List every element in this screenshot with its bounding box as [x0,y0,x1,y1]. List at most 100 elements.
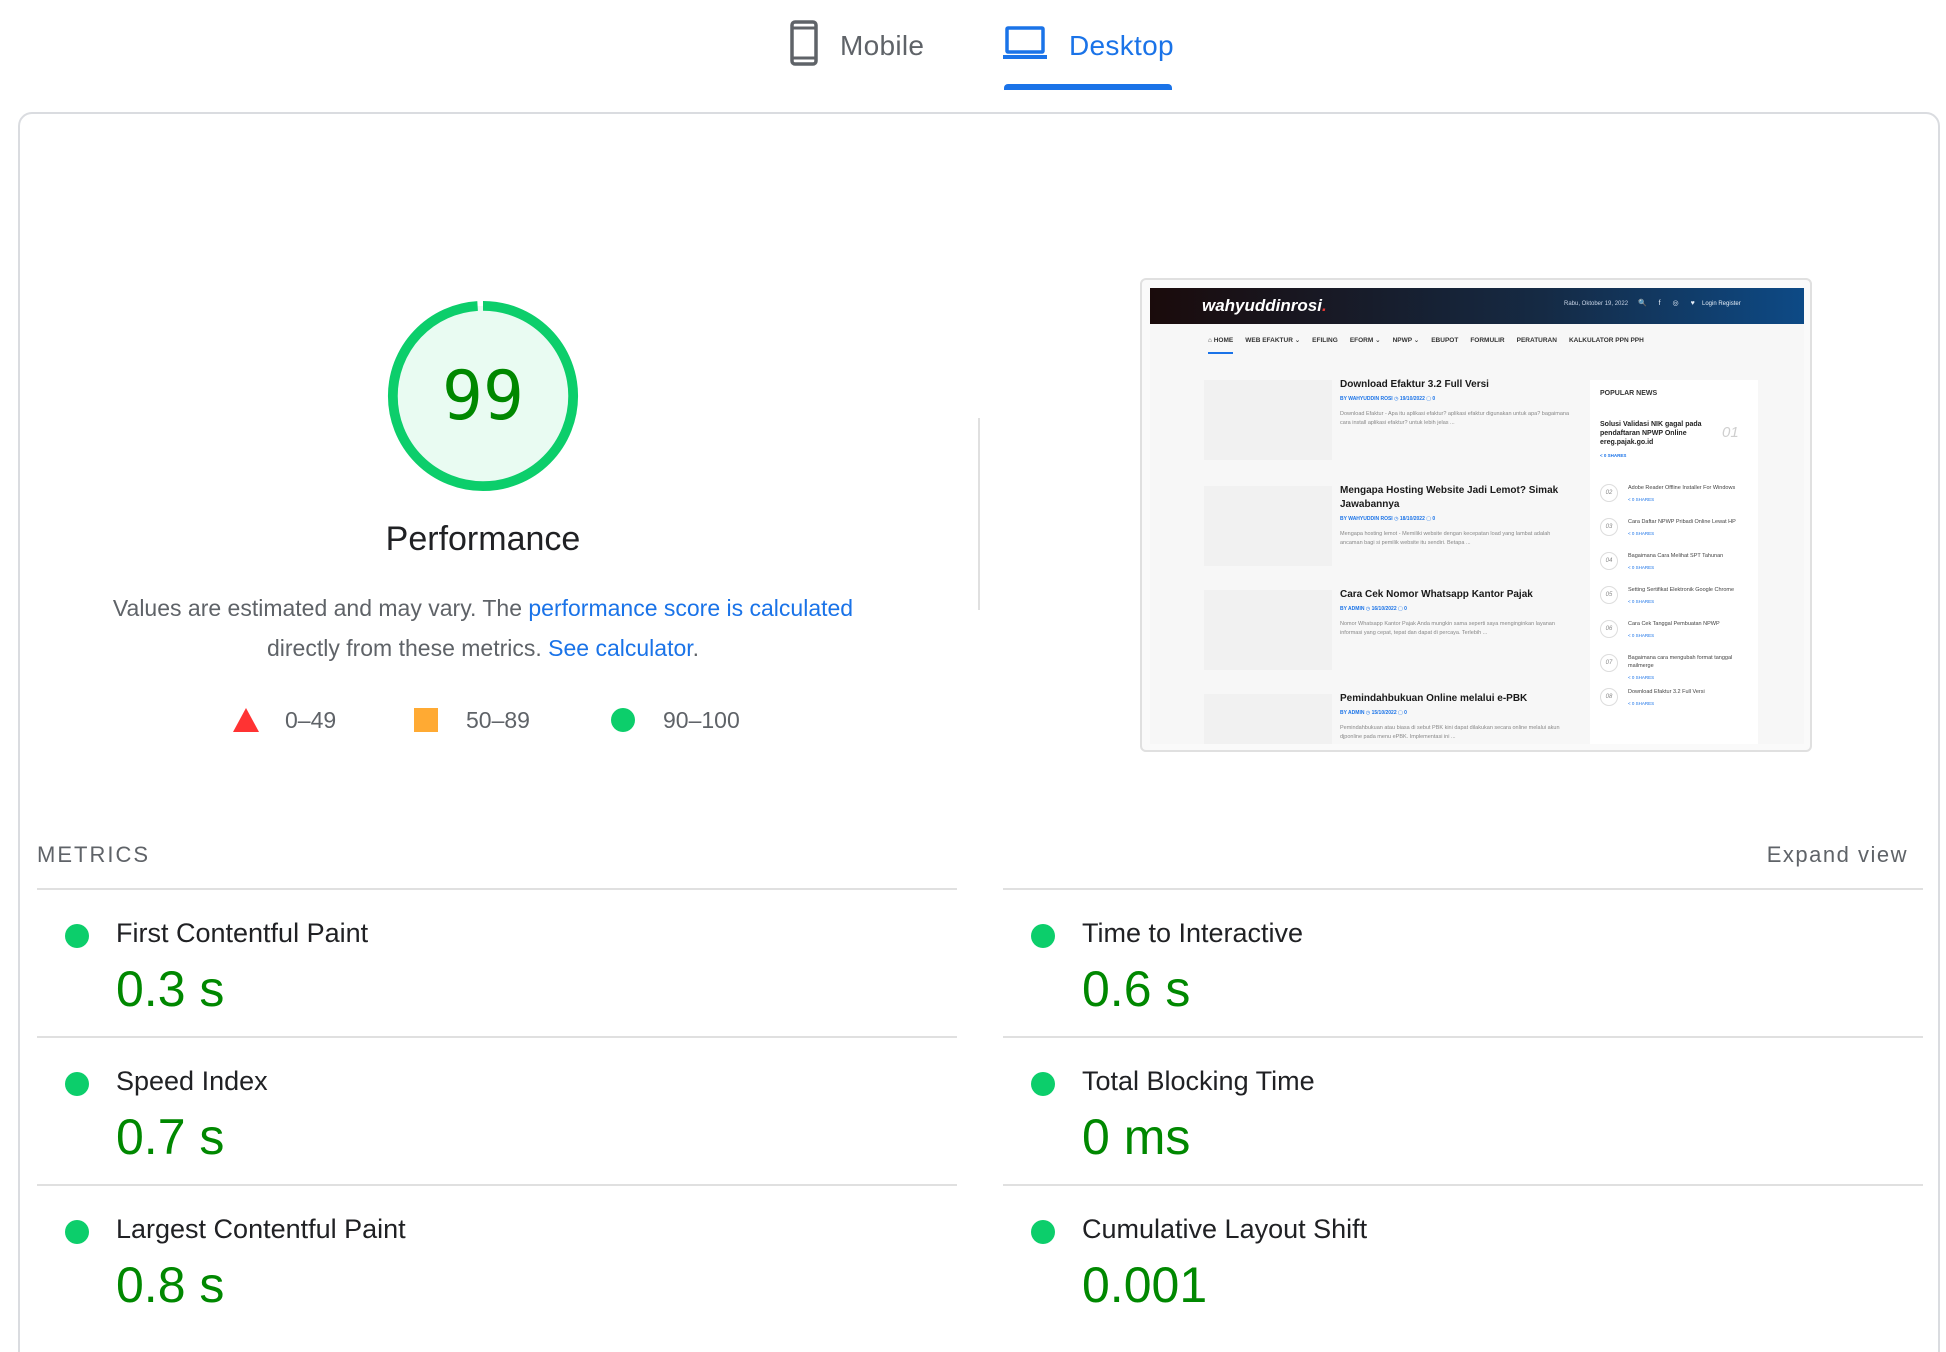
screenshot-popular-top-title: Solusi Validasi NIK gagal pada pendaftar… [1600,421,1702,446]
screenshot-article-excerpt: Download Efaktur - Apa itu aplikasi efak… [1340,411,1570,426]
screenshot-article-excerpt: Mengapa hosting lemot - Memiliki website… [1340,531,1551,546]
metric-total-blocking-time[interactable]: Total Blocking Time 0 ms [1003,1036,1923,1184]
see-calculator-link[interactable]: See calculator [548,635,693,661]
screenshot-article-image [1204,380,1332,460]
pass-indicator-icon [65,1220,89,1244]
pass-indicator-icon [65,924,89,948]
screenshot-article-meta: BY WAHYUDDIN ROSI ◷ 18/10/2022 ▢ 0 [1340,516,1436,522]
metric-value: 0.6 s [1082,961,1191,1017]
description-text: Values are estimated and may vary. The [112,595,529,621]
screenshot-popular-item: 05 Setting Sertifikat Elektronik Google … [1600,586,1750,616]
screenshot-popular-title: POPULAR NEWS [1600,390,1658,397]
smartphone-icon [790,19,818,73]
metric-value: 0 ms [1082,1109,1191,1165]
performance-gauge-arc [387,300,579,492]
green-circle-icon [611,708,635,732]
performance-gauge [387,300,579,492]
screenshot-popular-top: Solusi Validasi NIK gagal pada pendaftar… [1600,420,1710,460]
screenshot-article-image [1204,486,1332,566]
screenshot-popular-num: 04 [1600,552,1618,570]
screenshot-popular-num: 03 [1600,518,1618,536]
screenshot-popular-text: Cara Cek Tanggal Pembuatan NPWP < 0 SHARE… [1628,621,1720,638]
screenshot-popular-num: 02 [1600,484,1618,502]
screenshot-popular-item: 06 Cara Cek Tanggal Pembuatan NPWP < 0 SH… [1600,620,1750,650]
description-text-2: directly from these metrics. [266,635,549,661]
laptop-icon [1003,25,1047,67]
metric-value: 0.3 s [116,961,225,1017]
metric-label: First Contentful Paint [116,918,369,948]
legend-pass: 90–100 [611,704,740,736]
screenshot-popular-num: 07 [1600,654,1618,672]
performance-score: 99 [442,356,524,436]
screenshot-header: wahyuddinrosi. Rabu, Oktober 19, 2022 🔍 … [1150,288,1804,324]
vertical-divider [978,418,980,610]
metric-label: Speed Index [116,1066,268,1096]
metric-label: Largest Contentful Paint [116,1214,406,1244]
screenshot-header-icons: 🔍 f ◎ ♥ [1638,300,1700,307]
metric-time-to-interactive[interactable]: Time to Interactive 0.6 s [1003,888,1923,1036]
description-text-3: . [692,635,700,661]
screenshot-share-count: < 0 SHARES [1600,453,1627,458]
expand-view-button[interactable]: Expand view [1766,842,1908,867]
metric-first-contentful-paint[interactable]: First Contentful Paint 0.3 s [37,888,957,1036]
metrics-heading: METRICS [37,842,150,867]
screenshot-article-image [1204,694,1332,744]
screenshot-nav-item: EFILING [1312,336,1338,344]
screenshot-article: Cara Cek Nomor Whatsapp Kantor Pajak BY … [1204,588,1580,670]
performance-description: Values are estimated and may vary. The p… [80,588,886,668]
legend-fail: 0–49 [233,704,336,736]
screenshot-article-image [1204,590,1332,670]
screenshot-article-title: Download Efaktur 3.2 Full Versi [1340,379,1489,390]
metric-largest-contentful-paint[interactable]: Largest Contentful Paint 0.8 s [37,1184,957,1332]
metric-label: Time to Interactive [1082,918,1304,948]
screenshot-popular-text: Download Efaktur 3.2 Full Versi < 0 SHARE… [1628,689,1705,706]
screenshot-popular-item: 04 Bagaimana Cara Melihat SPT Tahunan < 0… [1600,552,1750,582]
screenshot-article-meta: BY ADMIN ◷ 15/10/2022 ▢ 0 [1340,710,1407,716]
screenshot-date: Rabu, Oktober 19, 2022 [1564,301,1629,307]
legend-pass-range: 90–100 [663,706,740,733]
tab-mobile-label: Mobile [840,30,925,61]
screenshot-article: Mengapa Hosting Website Jadi Lemot? Sima… [1204,484,1580,566]
screenshot-popular-text: Adobe Reader Offline Installer For Windo… [1628,485,1736,502]
metric-label: Total Blocking Time [1082,1066,1315,1096]
screenshot-nav-item: KALKULATOR PPN PPH [1568,336,1644,344]
score-calculated-link[interactable]: performance score is calculated [528,595,854,621]
screenshot-nav-item: WEB EFAKTUR ⌄ [1245,337,1301,344]
legend-average: 50–89 [414,704,530,736]
metric-value: 0.8 s [116,1257,225,1313]
red-triangle-icon [233,708,259,732]
screenshot-popular-text: Bagaimana Cara Melihat SPT Tahunan < 0 SH… [1628,553,1724,570]
screenshot-article-title: Pemindahbukuan Online melalui e-PBK [1340,693,1528,704]
metric-label: Cumulative Layout Shift [1082,1214,1368,1244]
screenshot-popular-item: 02 Adobe Reader Offline Installer For Wi… [1600,484,1750,514]
screenshot-article-title: Cara Cek Nomor Whatsapp Kantor Pajak [1340,589,1533,600]
screenshot-nav-item: FORMULIR [1470,336,1505,344]
screenshot-popular-item: 08 Download Efaktur 3.2 Full Versi < 0 SH… [1600,688,1750,718]
screenshot-nav-item: PERATURAN [1516,336,1557,344]
screenshot-popular-item: 07 Bagaimana cara mengubah format tangga… [1600,654,1750,684]
metric-cumulative-layout-shift[interactable]: Cumulative Layout Shift 0.001 [1003,1184,1923,1332]
screenshot-article-title: Mengapa Hosting Website Jadi Lemot? Sima… [1340,485,1559,510]
metric-speed-index[interactable]: Speed Index 0.7 s [37,1036,957,1184]
active-tab-indicator [1004,84,1172,90]
screenshot-page: wahyuddinrosi. Rabu, Oktober 19, 2022 🔍 … [1150,288,1804,744]
performance-title: Performance [385,520,581,558]
final-screenshot[interactable]: wahyuddinrosi. Rabu, Oktober 19, 2022 🔍 … [1140,278,1812,752]
metric-value: 0.001 [1082,1257,1208,1313]
orange-square-icon [414,708,438,732]
legend-average-range: 50–89 [466,706,530,733]
legend-fail-range: 0–49 [285,706,337,733]
pass-indicator-icon [65,1072,89,1096]
tab-desktop[interactable]: Desktop [1003,16,1174,76]
screenshot-popular-text: Bagaimana cara mengubah format tanggal m… [1628,655,1733,680]
screenshot-login: Login Register [1702,301,1741,307]
pass-indicator-icon [1031,1072,1055,1096]
screenshot-article-meta: BY WAHYUDDIN ROSI ◷ 19/10/2022 ▢ 0 [1340,396,1436,402]
screenshot-article: Download Efaktur 3.2 Full Versi BY WAHYU… [1204,378,1580,460]
screenshot-nav-item: EBUPOT [1431,336,1459,344]
screenshot-nav: ⌂ HOME WEB EFAKTUR ⌄ EFILING EFORM ⌄ NPW… [1150,324,1804,356]
tab-desktop-label: Desktop [1069,30,1174,61]
tab-mobile[interactable]: Mobile [790,16,924,76]
pass-indicator-icon [1031,1220,1055,1244]
screenshot-logo: wahyuddinrosi. [1202,296,1327,315]
